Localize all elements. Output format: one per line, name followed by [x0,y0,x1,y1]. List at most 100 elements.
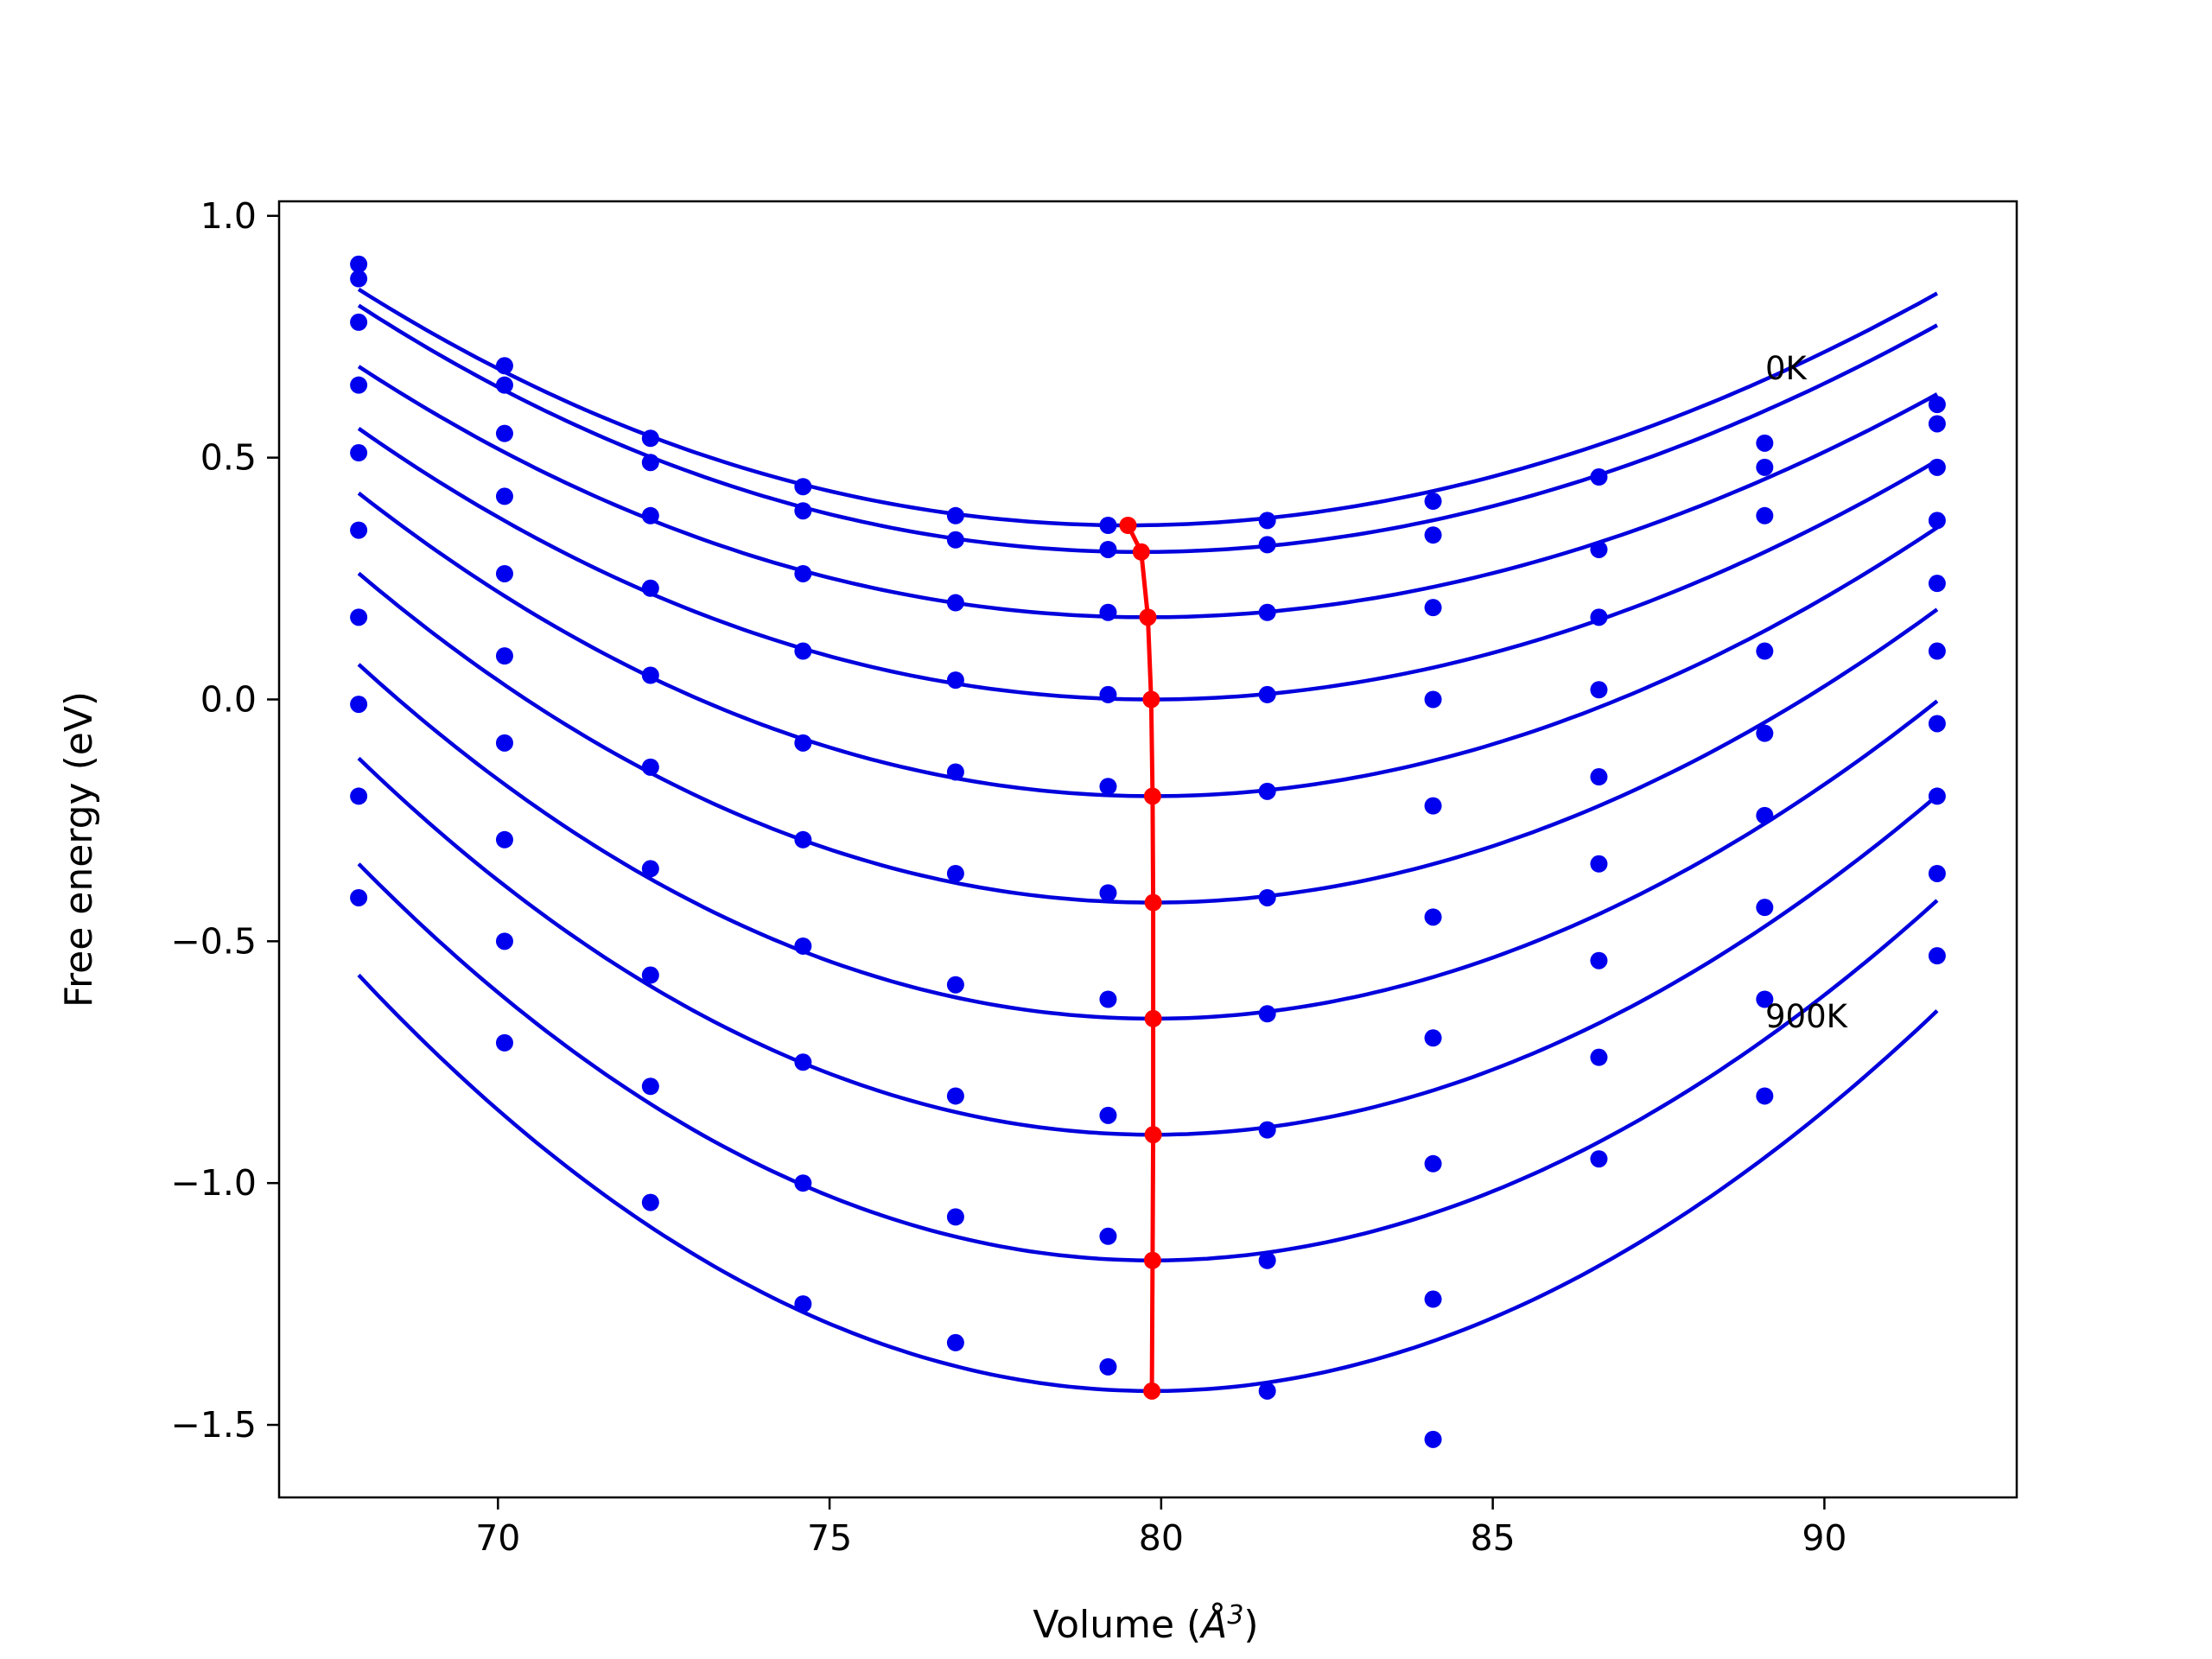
data-point [495,647,513,665]
data-point [1258,888,1276,906]
y-tick-label: 0.5 [200,437,257,479]
data-point [946,506,964,524]
minimum-line [1126,524,1156,1391]
data-point [1756,1087,1774,1105]
minimum-point [1144,893,1162,912]
x-axis-title: Volume (Å3) [1033,1600,1258,1647]
data-point [794,830,812,849]
x-axis-title-symbol: Å [1198,1601,1227,1647]
data-point [946,763,964,781]
data-point [1928,575,1946,593]
data-point [1258,1005,1276,1023]
data-point [1756,806,1774,824]
data-point [495,424,513,442]
minimum-curve [1119,517,1162,1400]
data-point [1756,434,1774,452]
data-point [495,932,513,950]
minimum-point [1144,1126,1162,1144]
data-point [946,976,964,994]
data-point [350,888,368,906]
data-point [350,270,368,288]
x-tick-label: 90 [1802,1517,1847,1559]
data-point [350,521,368,539]
data-point [794,937,812,955]
fit-curve-8 [357,862,1939,1262]
data-point [495,830,513,849]
data-point [1099,1227,1117,1245]
data-point [495,564,513,582]
data-point [794,734,812,752]
data-point [1424,908,1442,926]
data-point [1424,526,1442,544]
data-point [1756,724,1774,742]
plot-frame [277,200,2018,1499]
data-point [1928,864,1946,882]
data-point [641,1193,659,1211]
data-point [641,1077,659,1096]
y-tick-label: 1.0 [200,195,257,237]
data-point [1928,787,1946,805]
data-point [350,787,368,805]
data-point [946,671,964,690]
y-tick-label: −0.5 [170,920,257,962]
data-point [1258,1121,1276,1139]
data-point [794,1053,812,1071]
data-point [946,1087,964,1105]
data-point [794,1174,812,1192]
data-point [495,1033,513,1052]
data-point [1258,603,1276,621]
data-point [1756,642,1774,660]
data-point [946,1208,964,1226]
data-point [1590,855,1608,873]
data-point [946,1333,964,1351]
fit-curve-1 [357,303,1938,555]
minimum-point [1132,543,1150,561]
data-point [1590,1048,1608,1066]
data-point [641,506,659,524]
data-point [1258,512,1276,530]
data-point [1590,1150,1608,1168]
data-point [1099,517,1117,534]
data-point [794,1295,812,1313]
fit-curves [357,287,1939,1394]
data-point [946,531,964,549]
data-point [1424,797,1442,815]
data-point [1590,681,1608,699]
data-point [946,594,964,612]
y-tick-label: −1.5 [170,1404,257,1446]
data-point [1590,768,1608,786]
data-point [350,376,368,394]
data-point [1424,493,1442,511]
x-tick-label: 75 [807,1517,852,1559]
data-point [1258,536,1276,554]
data-point [495,487,513,505]
data-point [1928,642,1946,660]
data-point [1590,468,1608,486]
data-point [1099,685,1117,703]
minimum-point [1119,517,1137,534]
data-point [1928,458,1946,476]
data-point [641,579,659,597]
data-point [794,564,812,582]
data-point [1928,415,1946,433]
data-point [350,608,368,626]
data-point [1099,884,1117,902]
data-point [1590,608,1608,626]
data-point [1424,1154,1442,1173]
data-point [1424,1029,1442,1047]
data-point [1258,1382,1276,1400]
annotation-900K: 900K [1765,998,1849,1035]
y-axis-title: Free energy (eV) [57,691,101,1007]
data-point [1424,599,1442,617]
data-point [1258,685,1276,703]
data-point [1258,782,1276,800]
data-point [641,966,659,984]
data-point [1099,1357,1117,1376]
minimum-point [1144,1009,1162,1027]
data-point [794,478,812,496]
data-point [1099,990,1117,1008]
data-point [1928,947,1946,965]
data-point [1928,512,1946,530]
fit-curve-9 [357,973,1939,1394]
